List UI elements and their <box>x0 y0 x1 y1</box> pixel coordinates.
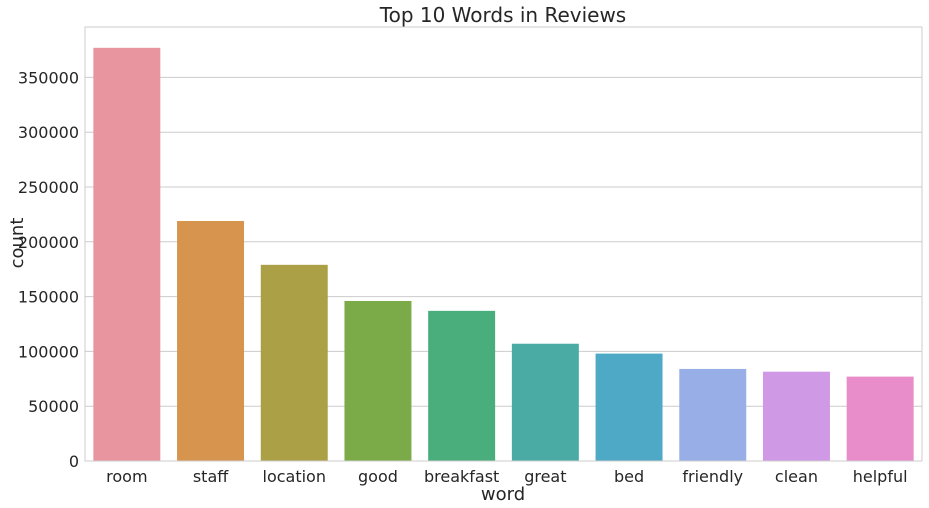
x-tick-label-friendly: friendly <box>682 467 743 486</box>
bar-bed <box>595 353 663 461</box>
bar-great <box>511 343 579 461</box>
bar-helpful <box>846 376 914 461</box>
bar-good <box>344 300 412 461</box>
x-tick-label-helpful: helpful <box>853 467 908 486</box>
y-tick-label: 50000 <box>28 397 79 416</box>
x-tick-label-breakfast: breakfast <box>424 467 499 486</box>
bars <box>93 47 914 461</box>
x-tick-label-room: room <box>106 467 147 486</box>
bar-location <box>260 264 328 461</box>
x-tick-label-staff: staff <box>193 467 229 486</box>
x-tick-label-great: great <box>524 467 566 486</box>
y-tick-label: 250000 <box>18 178 79 197</box>
y-tick-label: 300000 <box>18 123 79 142</box>
bar-friendly <box>679 368 747 461</box>
y-tick-label: 350000 <box>18 68 79 87</box>
bar-breakfast <box>428 310 496 461</box>
x-tick-label-clean: clean <box>775 467 818 486</box>
plot-frame <box>84 26 923 462</box>
x-tick-label-location: location <box>263 467 326 486</box>
bar-clean <box>762 371 830 461</box>
y-tick-label: 100000 <box>18 342 79 361</box>
y-tick-label: 0 <box>69 452 79 471</box>
y-tick-label: 150000 <box>18 288 79 307</box>
bar-staff <box>177 220 245 461</box>
x-tick-label-bed: bed <box>614 467 644 486</box>
chart-title: Top 10 Words in Reviews <box>379 3 626 27</box>
y-tick-label: 200000 <box>18 233 79 252</box>
bar-room <box>93 47 161 461</box>
y-tick-labels: 0 50000 100000 150000 200000 250000 300000 3500… <box>18 68 79 471</box>
y-axis-label: count <box>7 218 28 269</box>
x-tick-label-good: good <box>358 467 398 486</box>
x-axis-label: word <box>481 484 525 505</box>
x-tick-labels: room staff location good breakfast great bed fr… <box>106 467 907 486</box>
